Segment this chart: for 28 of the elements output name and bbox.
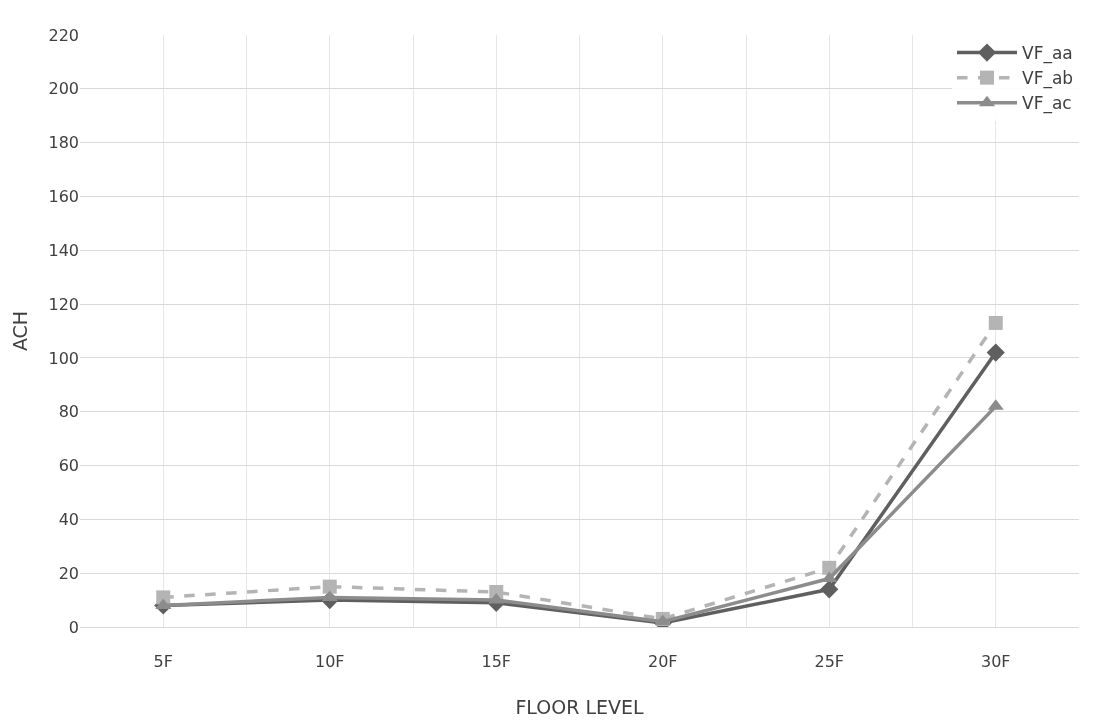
x-tick-label: 15F (481, 652, 512, 672)
point (988, 315, 1003, 330)
x-tick-label: 5F (153, 652, 173, 672)
x-tick-label: 25F (814, 652, 845, 672)
x-tick-label: 30F (980, 652, 1011, 672)
y-tick-label: 80 (58, 402, 79, 422)
y-tick-label: 20 (58, 563, 79, 583)
y-tick-label: 160 (48, 187, 79, 207)
y-tick-label: 60 (58, 456, 79, 476)
point (986, 343, 1005, 362)
y-tick-label: 220 (48, 25, 79, 45)
y-tick-label: 100 (48, 348, 79, 368)
point (821, 571, 838, 583)
legend-label: VF_ac (1022, 93, 1072, 115)
y-axis-title: ACH (9, 310, 32, 352)
x-axis-title: FLOOR LEVEL (515, 696, 644, 718)
y-tick-label: 200 (48, 79, 79, 99)
legend-label: VF_aa (1022, 43, 1073, 65)
point (322, 579, 337, 594)
y-tick-label: 120 (48, 294, 79, 314)
legend-label: VF_ab (1022, 68, 1074, 90)
x-tick-label: 10F (314, 652, 345, 672)
y-tick-label: 140 (48, 240, 79, 260)
y-tick-label: 0 (68, 617, 79, 637)
y-tick-label: 40 (58, 509, 79, 529)
y-tick-label: 180 (48, 133, 79, 153)
x-tick-label: 20F (647, 652, 678, 672)
point (820, 580, 839, 599)
